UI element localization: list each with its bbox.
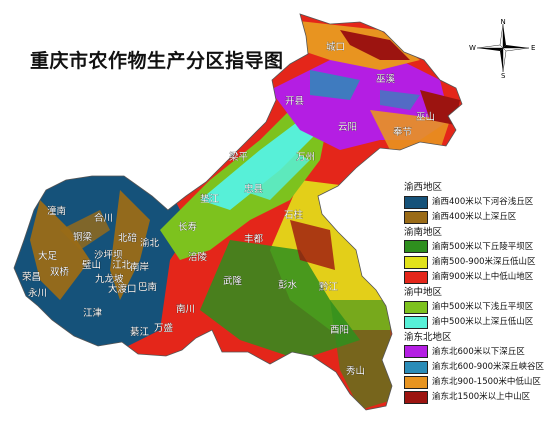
legend-item: 渝南500-900米深丘低山区 xyxy=(404,255,554,270)
legend-item-label: 渝南900米以上中低山地区 xyxy=(432,272,534,283)
city-label: 綦江 xyxy=(130,326,150,338)
city-label: 丰都 xyxy=(244,233,264,245)
city-label: 巴南 xyxy=(138,281,157,293)
city-label: 璧山 xyxy=(82,259,101,271)
city-label: 渝北 xyxy=(140,237,160,249)
city-label: 南川 xyxy=(176,303,195,315)
legend-item: 渝西400米以上深丘区 xyxy=(404,210,554,225)
city-label: 江津 xyxy=(83,308,103,319)
legend-swatch xyxy=(404,315,428,329)
city-label: 潼南 xyxy=(47,205,66,217)
city-label: 梁平 xyxy=(229,151,249,163)
legend-item: 渝东北1500米以上中山区 xyxy=(404,390,554,405)
city-label: 秀山 xyxy=(346,365,365,377)
city-label: 江北 xyxy=(112,260,132,271)
legend-item-label: 渝西400米以上深丘区 xyxy=(432,212,517,223)
city-label: 南岸 xyxy=(130,261,150,273)
legend-item: 渝南500米以下丘陵平坝区 xyxy=(404,239,554,254)
legend-group-title: 渝东北地区 xyxy=(404,331,452,343)
city-label: 北碚 xyxy=(118,232,138,244)
compass-rose-icon: N S E W xyxy=(469,18,535,78)
legend-item: 渝西400米以下河谷浅丘区 xyxy=(404,195,554,210)
map-legend: 渝西地区 渝西400米以下河谷浅丘区 渝西400米以上深丘区 渝南地区 渝南50… xyxy=(404,180,554,405)
city-label: 云阳 xyxy=(338,122,357,133)
legend-swatch xyxy=(404,270,428,284)
city-label: 涪陵 xyxy=(188,251,208,263)
legend-swatch xyxy=(404,240,428,254)
legend-item: 渝东北600-900米深丘峡谷区 xyxy=(404,360,554,375)
city-label: 双桥 xyxy=(50,266,70,278)
legend-item-label: 渝西400米以下河谷浅丘区 xyxy=(432,196,534,207)
legend-item: 渝东北900-1500米中低山区 xyxy=(404,375,554,390)
legend-item-label: 渝南500-900米深丘低山区 xyxy=(432,256,536,267)
city-label: 大足 xyxy=(38,250,58,262)
city-label: 万州 xyxy=(296,152,315,163)
compass-e: E xyxy=(531,44,535,52)
legend-item-label: 渝东北1500米以上中山区 xyxy=(432,392,531,403)
city-label: 大渡口 xyxy=(108,283,137,295)
compass-n: N xyxy=(501,18,506,26)
city-label: 酉阳 xyxy=(330,325,349,336)
legend-group-title: 渝南地区 xyxy=(404,226,443,238)
city-label: 铜梁 xyxy=(73,231,93,243)
city-label: 开县 xyxy=(285,96,304,107)
city-label: 巫溪 xyxy=(376,73,396,85)
legend-swatch xyxy=(404,195,428,209)
legend-swatch xyxy=(404,300,428,314)
city-label: 彭水 xyxy=(278,279,298,291)
legend-swatch xyxy=(404,360,428,374)
legend-swatch xyxy=(404,375,428,389)
city-label: 荣昌 xyxy=(22,271,41,283)
legend-swatch xyxy=(404,390,428,404)
legend-item-label: 渝东北600米以下深丘区 xyxy=(432,346,525,357)
city-label: 巫山 xyxy=(416,112,435,123)
legend-group-title: 渝中地区 xyxy=(404,286,443,298)
city-labels: 城口 巫溪 巫山 开县 云阳 奉节 梁平 万州 忠县 垫江 石柱 长寿 丰都 潼… xyxy=(22,42,435,377)
city-label: 沙坪坝 xyxy=(94,249,123,261)
legend-item: 渝中500米以上深丘低山区 xyxy=(404,315,554,330)
city-label: 忠县 xyxy=(244,184,263,195)
city-label: 合川 xyxy=(94,212,113,224)
compass-w: W xyxy=(469,44,476,52)
legend-group-title: 渝西地区 xyxy=(404,182,443,193)
legend-item-label: 渝南500米以下丘陵平坝区 xyxy=(432,241,534,252)
city-label: 九龙坡 xyxy=(95,273,124,285)
map-title: 重庆市农作物生产分区指导图 xyxy=(30,50,284,72)
legend-item: 渝东北600米以下深丘区 xyxy=(404,344,554,359)
compass-s: S xyxy=(501,72,506,78)
city-label: 武隆 xyxy=(223,275,243,287)
city-label: 城口 xyxy=(326,42,345,53)
city-label: 永川 xyxy=(28,287,47,299)
legend-item: 渝中500米以下浅丘平坝区 xyxy=(404,299,554,314)
city-label: 垫江 xyxy=(200,193,220,205)
legend-swatch xyxy=(404,345,428,359)
legend-item-label: 渝中500米以上深丘低山区 xyxy=(432,316,534,327)
legend-item-label: 渝东北900-1500米中低山区 xyxy=(432,377,541,388)
city-label: 石柱 xyxy=(284,209,304,221)
city-label: 长寿 xyxy=(178,221,197,233)
city-label: 黔江 xyxy=(319,281,339,293)
city-label: 万盛 xyxy=(154,322,174,334)
city-label: 奉节 xyxy=(393,126,412,138)
legend-item-label: 渝东北600-900米深丘峡谷区 xyxy=(432,361,545,372)
legend-item-label: 渝中500米以下浅丘平坝区 xyxy=(432,301,534,312)
legend-item: 渝南900米以上中低山地区 xyxy=(404,270,554,285)
legend-swatch xyxy=(404,255,428,269)
legend-swatch xyxy=(404,210,428,224)
